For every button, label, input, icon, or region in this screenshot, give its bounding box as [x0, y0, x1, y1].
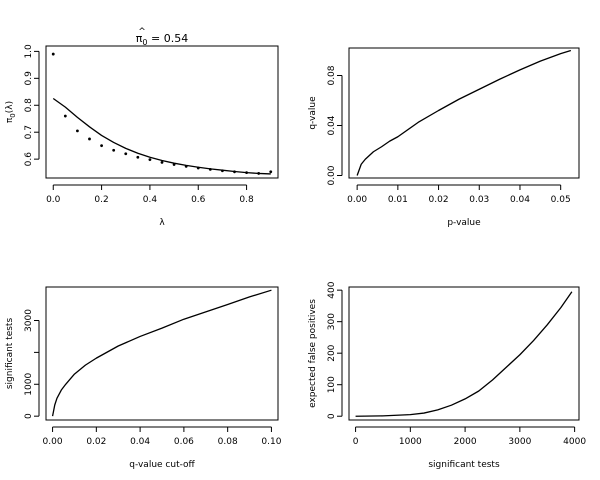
x-axis-label: q-value cut-off — [129, 460, 195, 470]
series-line — [355, 291, 573, 417]
y-axis-label: significant tests — [5, 318, 15, 390]
plot-frame — [348, 47, 580, 179]
x-tick-label: 0 — [353, 437, 359, 447]
x-tick-label: 4000 — [563, 437, 586, 447]
x-tick-label: 3000 — [508, 437, 531, 447]
y-tick-label: 0 — [24, 413, 34, 419]
data-point — [112, 148, 116, 152]
x-tick-label: 0.08 — [218, 437, 238, 447]
x-tick-label: 0.03 — [469, 195, 489, 205]
y-tick-label: 400 — [327, 281, 337, 298]
title-rest: = 0.54 — [148, 32, 189, 45]
series-group — [356, 49, 572, 176]
data-point — [124, 152, 128, 156]
series-group — [51, 289, 272, 417]
x-axis-label: λ — [159, 218, 165, 228]
x-tick-label: 0.06 — [174, 437, 194, 447]
x-tick-label: 0.6 — [191, 195, 206, 205]
plot-frame — [45, 45, 279, 179]
y-label-symbol: π — [5, 117, 15, 123]
plot-frame — [348, 286, 580, 421]
series-group — [355, 291, 573, 417]
data-point — [148, 158, 152, 162]
data-point — [136, 155, 140, 159]
data-point — [100, 144, 103, 148]
y-tick-label: 1.0 — [24, 44, 34, 59]
title-hat: ^ — [138, 27, 146, 37]
x-tick-label: 0.02 — [429, 195, 449, 205]
y-tick-label: 300 — [327, 313, 337, 330]
x-tick-label: 0.04 — [130, 437, 150, 447]
panel-2: 0.00 0.01 0.02 0.03 0.04 0.05 0.00 0.04 0.08 p-va… — [308, 47, 580, 228]
series-group — [51, 52, 273, 175]
series-line — [52, 98, 271, 175]
y-tick-label: 3000 — [24, 309, 34, 332]
y-tick-label: 0 — [327, 413, 337, 419]
data-point — [160, 160, 164, 164]
x-axis-label: p-value — [447, 218, 481, 228]
x-axis-label: significant tests — [428, 460, 500, 470]
x-tick-label: 1000 — [399, 437, 422, 447]
x-tick-label: 0.01 — [388, 195, 408, 205]
x-tick-label: 0.00 — [347, 195, 367, 205]
chart-title: π0 = 0.54 — [136, 32, 188, 47]
x-tick-label: 0.05 — [551, 195, 571, 205]
data-point — [63, 114, 67, 118]
x-tick-label: 0.0 — [46, 195, 61, 205]
y-tick-label: 0.08 — [327, 65, 337, 85]
series-line — [51, 289, 272, 417]
x-tick-label: 0.8 — [239, 195, 254, 205]
y-tick-label: 0.7 — [24, 125, 34, 139]
x-tick-label: 0.10 — [261, 437, 281, 447]
y-axis-label: expected false positives — [308, 299, 318, 408]
y-axis-label: q-value — [308, 96, 318, 130]
y-tick-label: 0.8 — [24, 98, 34, 113]
y-axis-label: π0(λ) — [5, 101, 17, 123]
y-tick-label: 200 — [327, 344, 337, 361]
data-point — [269, 170, 273, 174]
plot-frame — [45, 286, 279, 421]
x-tick-label: 0.02 — [86, 437, 106, 447]
panel-3: 0.00 0.02 0.04 0.06 0.08 0.10 0 1000 3000 q-value… — [5, 286, 282, 470]
data-point — [76, 129, 79, 133]
x-tick-label: 2000 — [454, 437, 477, 447]
y-tick-label: 1000 — [24, 373, 34, 396]
y-tick-label: 0.6 — [24, 152, 34, 167]
series-line — [356, 49, 572, 176]
title-subscript: 0 — [142, 38, 147, 47]
x-tick-label: 0.4 — [143, 195, 158, 205]
y-tick-label: 0.9 — [24, 71, 34, 86]
x-tick-label: 0.00 — [43, 437, 63, 447]
data-point — [88, 137, 91, 141]
y-tick-label: 0.00 — [327, 165, 337, 185]
x-tick-label: 0.04 — [510, 195, 530, 205]
y-tick-label: 100 — [327, 376, 337, 393]
panel-4: 0 1000 2000 3000 4000 0 100 200 300 400 significan… — [308, 281, 586, 470]
y-label-subscript: 0 — [9, 113, 17, 117]
title-symbol: π — [136, 32, 143, 45]
y-tick-label: 0.04 — [327, 115, 337, 135]
x-tick-label: 0.2 — [94, 195, 108, 205]
y-label-rest: (λ) — [5, 101, 15, 113]
panel-1: 0.0 0.2 0.4 0.6 0.80.60.70.80.91.0λπ0(λ)^π0 … — [5, 27, 279, 228]
data-point — [51, 52, 55, 56]
